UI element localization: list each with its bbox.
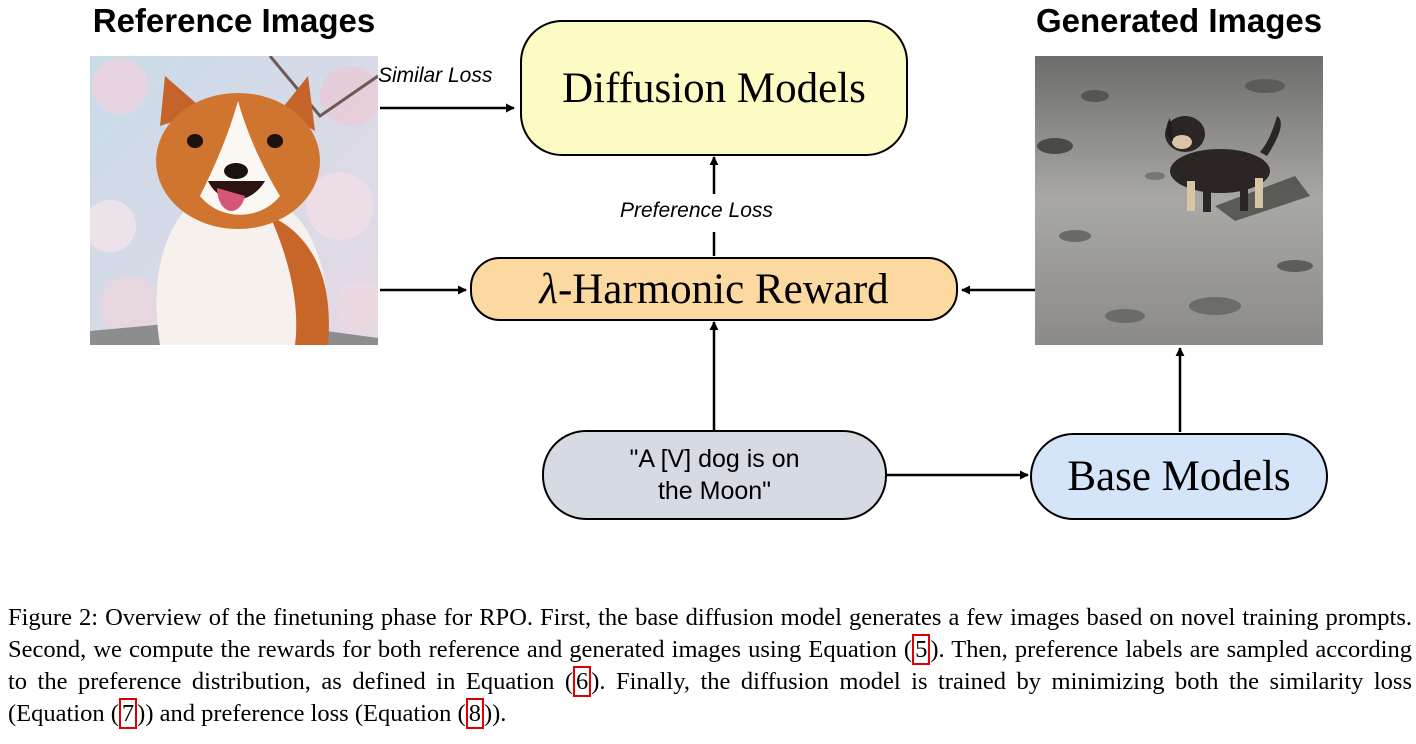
lambda-symbol: λ — [539, 265, 558, 313]
similar-loss-label: Similar Loss — [378, 64, 493, 87]
equation-link-8[interactable]: 8 — [465, 698, 484, 729]
caption-text-4: )) and preference loss (Equation ( — [137, 700, 466, 727]
prompt-line-1: "A [V] dog is on — [629, 445, 800, 473]
base-models-label: Base Models — [1067, 453, 1291, 500]
prompt-node: "A [V] dog is on the Moon" — [542, 430, 887, 520]
caption-text-5: )). — [483, 700, 507, 727]
caption-text-2: ). Then, preference labels are sampled a… — [8, 636, 1412, 695]
harmonic-reward-node: λ-Harmonic Reward — [470, 257, 958, 321]
figure-caption: Figure 2: Overview of the finetuning pha… — [8, 602, 1412, 730]
reference-corgi-image — [90, 56, 378, 345]
equation-link-5[interactable]: 5 — [912, 634, 931, 665]
prompt-line-2: the Moon" — [657, 477, 772, 505]
equation-link-7[interactable]: 7 — [118, 698, 138, 729]
diagram-arrows — [380, 103, 1185, 480]
reference-images-title: Reference Images — [92, 2, 376, 39]
caption-text-3: ). Finally, the diffusion model is train… — [8, 668, 1413, 727]
preference-loss-label: Preference Loss — [620, 199, 773, 222]
base-models-node: Base Models — [1030, 433, 1328, 520]
generated-images-title: Generated Images — [1035, 2, 1323, 39]
equation-link-6[interactable]: 6 — [572, 666, 592, 697]
generated-moon-dog-image — [1035, 56, 1323, 345]
diffusion-models-node: Diffusion Models — [520, 20, 908, 156]
diffusion-models-label: Diffusion Models — [562, 64, 866, 112]
harmonic-reward-label: -Harmonic Reward — [557, 265, 889, 313]
caption-text-1: Figure 2: Overview of the finetuning pha… — [8, 604, 1412, 663]
